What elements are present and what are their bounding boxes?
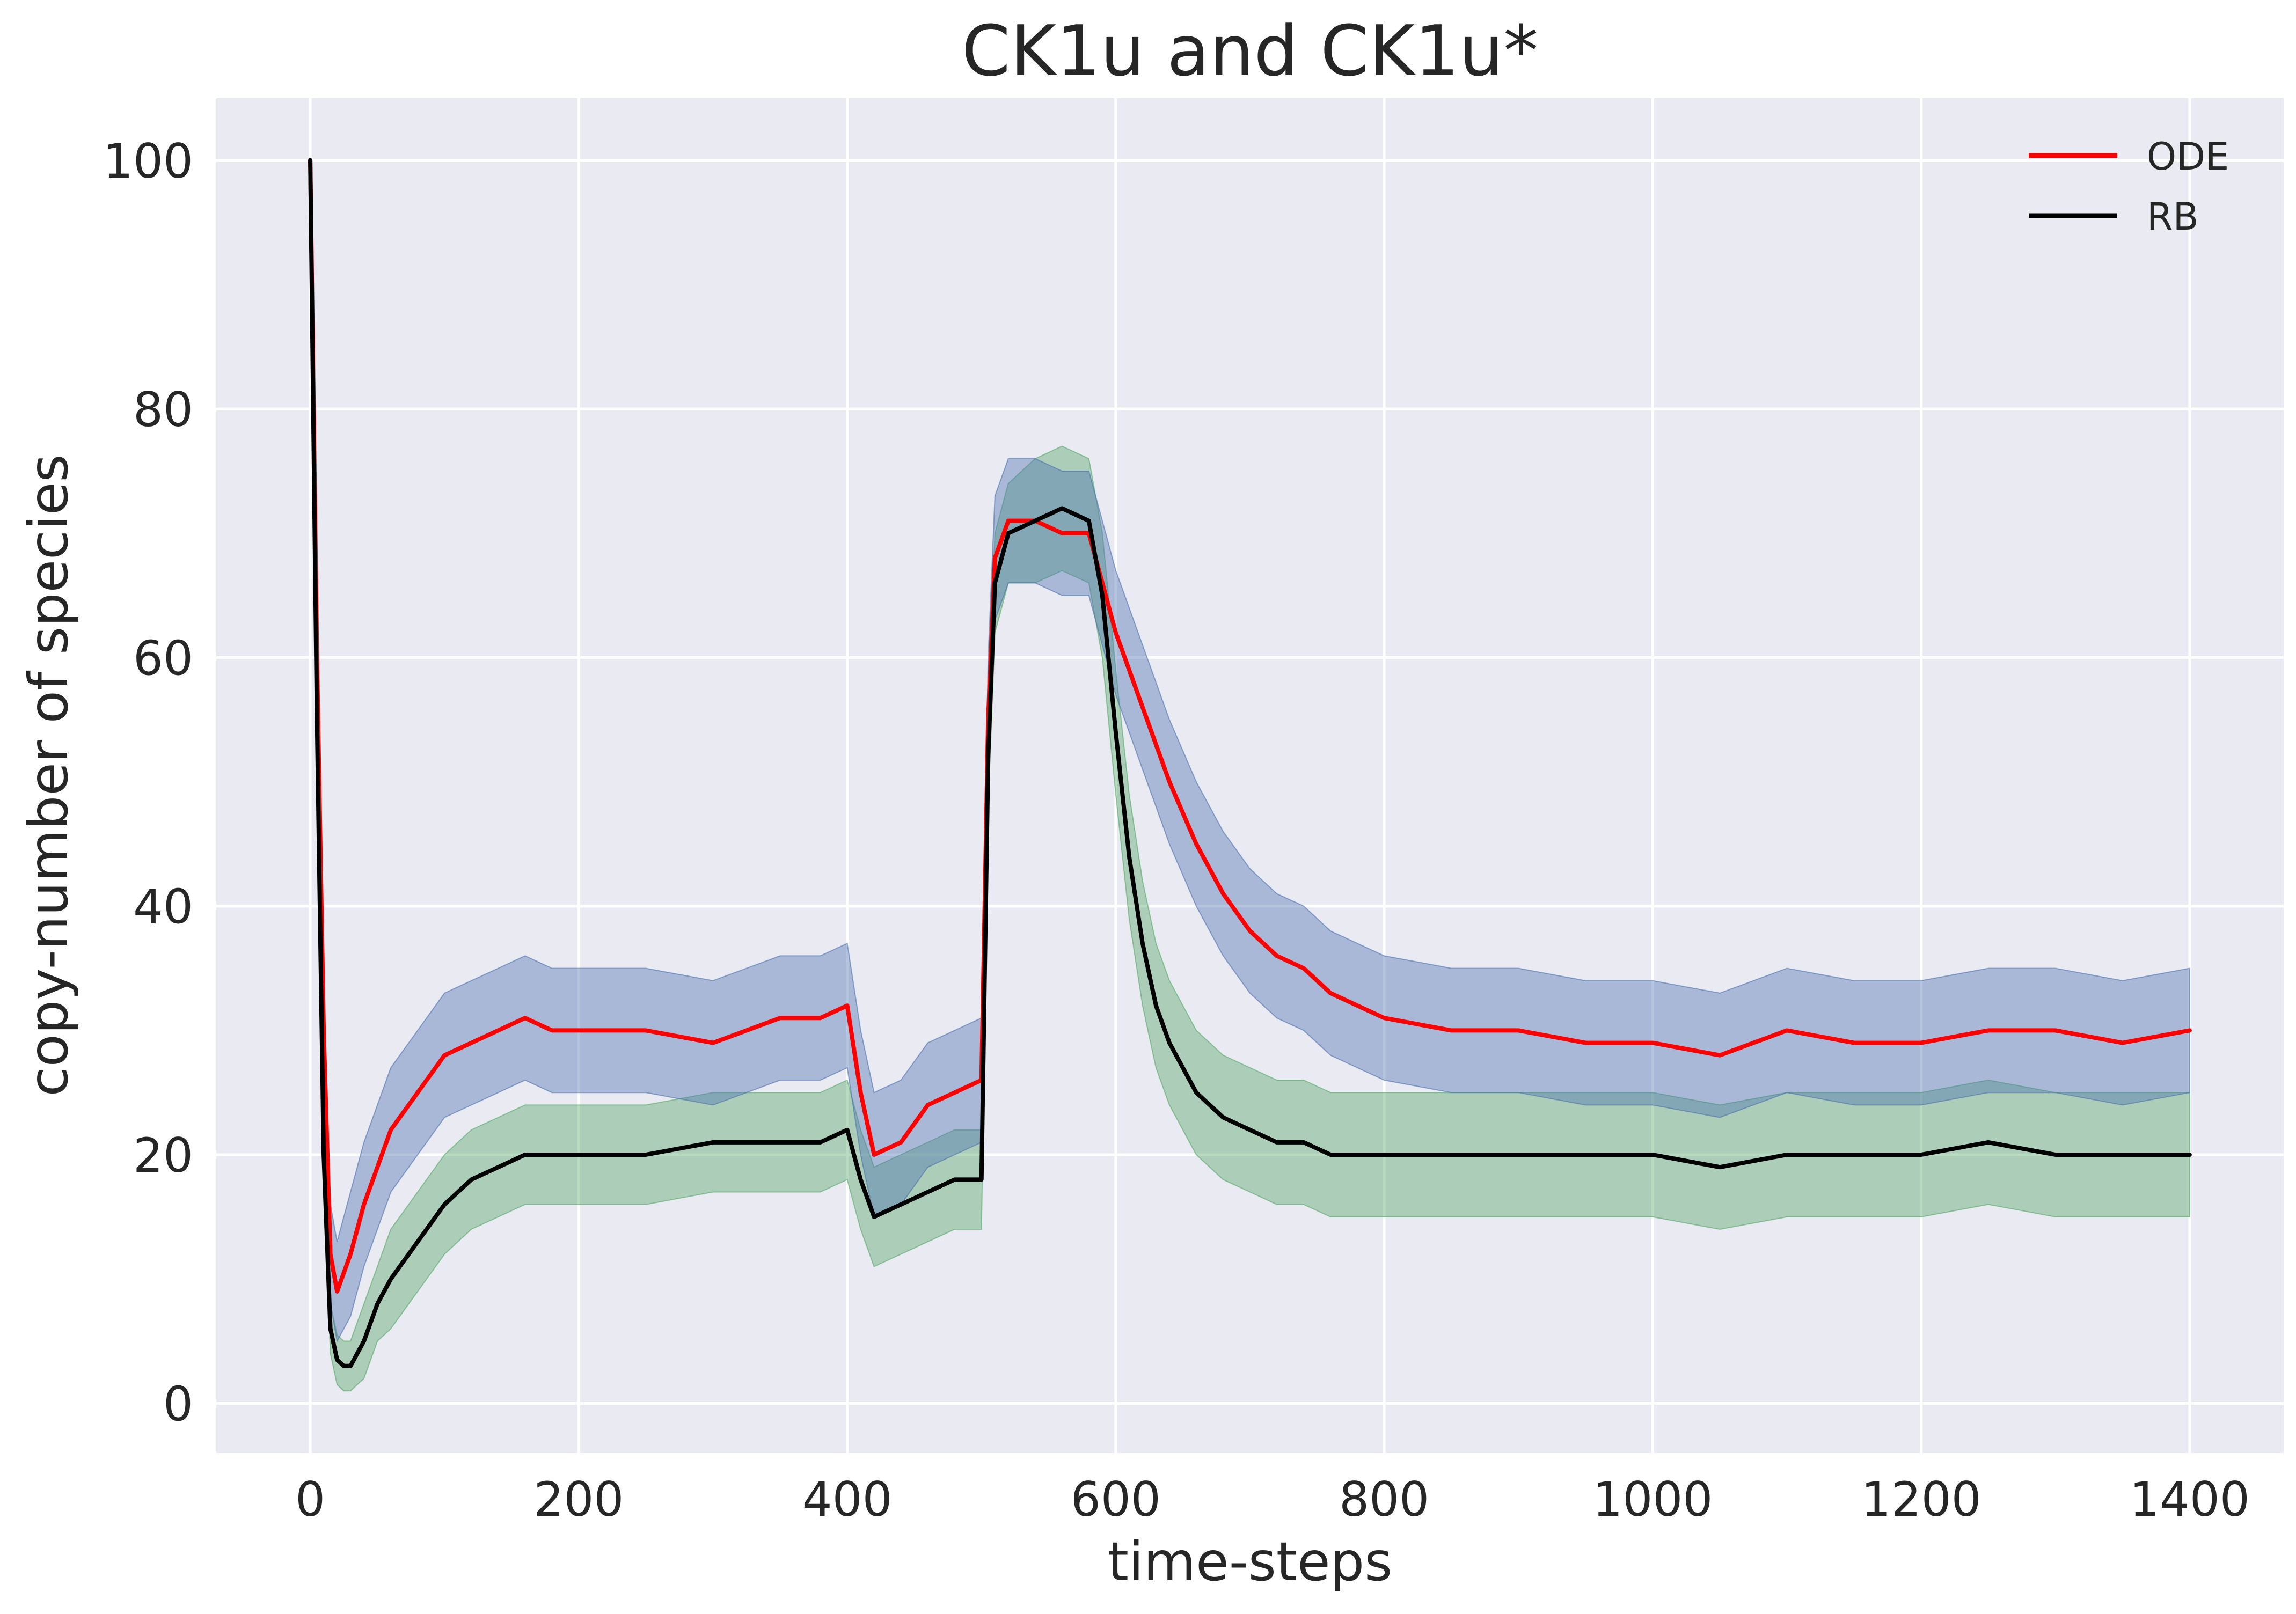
x-tick-label: 1000	[1592, 1472, 1713, 1527]
x-tick-label: 1400	[2130, 1472, 2250, 1527]
y-axis-label: copy-number of species	[17, 454, 80, 1097]
x-tick-label: 800	[1339, 1472, 1429, 1527]
legend-label-ode: ODE	[2147, 135, 2229, 179]
y-tick-label: 60	[133, 630, 193, 686]
chart-title: CK1u and CK1u*	[962, 10, 1538, 92]
y-tick-label: 0	[163, 1376, 193, 1432]
y-tick-label: 40	[133, 879, 193, 935]
y-tick-label: 100	[103, 134, 193, 189]
y-tick-label: 80	[133, 382, 193, 437]
x-tick-label: 600	[1071, 1472, 1161, 1527]
grid-lines	[216, 98, 2284, 1453]
series-line-ode	[308, 158, 2192, 1294]
y-tick-labels: 0 20 40 60 80 100	[103, 134, 193, 1432]
x-axis-label: time-steps	[1108, 1530, 1392, 1593]
x-tick-labels: 0 200 400 600 800 1000 1200 1400	[295, 1472, 2250, 1527]
y-tick-label: 20	[133, 1128, 193, 1183]
plot-area	[216, 98, 2284, 1453]
legend-label-rb: RB	[2147, 195, 2199, 239]
x-tick-label: 0	[295, 1472, 325, 1527]
series-lines	[308, 158, 2192, 1368]
x-tick-label: 1200	[1861, 1472, 1981, 1527]
legend: ODE RB	[2029, 135, 2229, 239]
x-tick-label: 200	[533, 1472, 624, 1527]
series-line-rb	[308, 158, 2192, 1368]
x-tick-label: 400	[802, 1472, 893, 1527]
